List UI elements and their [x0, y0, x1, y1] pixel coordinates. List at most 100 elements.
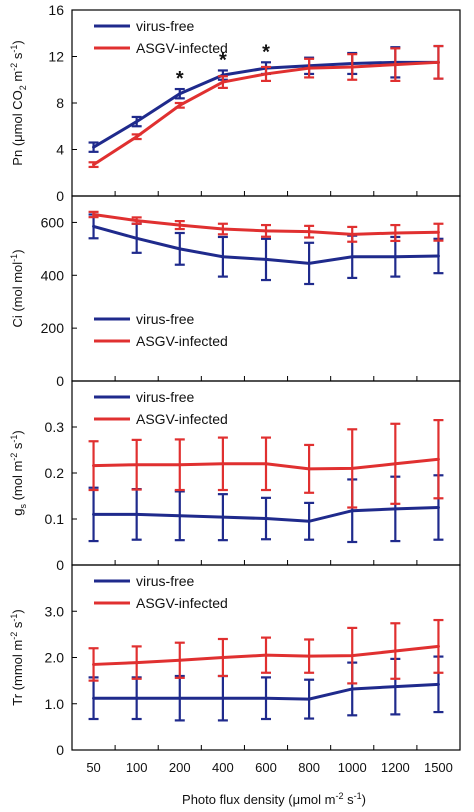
data-point — [436, 230, 440, 234]
y-label-sub: s — [18, 504, 28, 509]
y-label-sup: -1 — [9, 435, 19, 443]
y-tick-label: 0.1 — [45, 511, 65, 527]
data-point — [135, 696, 139, 700]
legend-label: ASGV-infected — [136, 40, 228, 56]
legend-entry: ASGV-infected — [94, 40, 228, 56]
data-point — [307, 230, 311, 234]
data-point — [307, 66, 311, 70]
data-point — [221, 227, 225, 231]
data-point — [178, 92, 182, 96]
data-point — [135, 219, 139, 223]
x-tick-label: 800 — [298, 760, 320, 775]
data-point — [221, 462, 225, 466]
y-tick-label: 8 — [56, 95, 64, 111]
data-point — [393, 507, 397, 511]
y-axis-label: Tr (mmol m-2 s-1) — [9, 609, 25, 705]
legend-label: virus-free — [136, 311, 195, 327]
series-virus-free — [88, 655, 444, 722]
significance-mark: * — [176, 68, 184, 90]
x-label-sup: -1 — [354, 791, 362, 801]
x-tick-label: 1000 — [338, 760, 367, 775]
y-tick-label: 0 — [56, 557, 64, 573]
y-tick-label: 2.0 — [45, 650, 65, 666]
data-point — [264, 72, 268, 76]
data-point — [393, 649, 397, 653]
legend-entry: virus-free — [94, 573, 195, 589]
y-axis-label: Ci (mol mol-1) — [9, 249, 25, 327]
y-tick-label: 16 — [48, 2, 64, 18]
data-point — [178, 247, 182, 251]
panel-3: 00.10.20.3gs (mol m-2 s-1)virus-freeASGV… — [9, 380, 461, 573]
y-label-sub: 2 — [18, 85, 28, 90]
data-point — [135, 661, 139, 665]
y-tick-label: 600 — [41, 214, 65, 230]
legend-entry: virus-free — [94, 18, 195, 34]
data-point — [135, 512, 139, 516]
data-point — [436, 60, 440, 64]
data-point — [350, 466, 354, 470]
y-tick-label: 400 — [41, 267, 65, 283]
data-point — [178, 463, 182, 467]
y-axis-label: Pn (μmol CO2 m-2 s-1) — [9, 40, 28, 165]
plot-frame — [71, 9, 461, 197]
y-label-end: ) — [10, 430, 25, 434]
legend-label: virus-free — [136, 573, 195, 589]
data-point — [221, 515, 225, 519]
y-label-main: Tr (mmol m — [10, 640, 25, 706]
data-point — [350, 509, 354, 513]
y-tick-label: 1.0 — [45, 696, 65, 712]
legend-entry: virus-free — [94, 389, 195, 405]
y-label-mid: s — [10, 442, 25, 453]
y-tick-label: 0.2 — [45, 465, 65, 481]
data-point — [135, 120, 139, 124]
y-label-main: g — [10, 509, 25, 516]
data-point — [307, 261, 311, 265]
y-label-end: ) — [10, 249, 25, 253]
legend-label: ASGV-infected — [136, 411, 228, 427]
data-point — [436, 644, 440, 648]
data-point — [436, 682, 440, 686]
x-label-sup: -2 — [335, 791, 343, 801]
y-label-sup: -2 — [9, 63, 19, 71]
series-asgv-infected — [88, 210, 444, 243]
y-label-sup: -1 — [9, 254, 19, 262]
y-label-mid: s — [10, 621, 25, 632]
y-label-end: ) — [10, 609, 25, 613]
data-point — [178, 514, 182, 518]
series-virus-free — [88, 474, 444, 544]
data-point — [92, 224, 96, 228]
data-point — [393, 255, 397, 259]
legend-label: virus-free — [136, 18, 195, 34]
y-tick-label: 0 — [56, 742, 64, 758]
data-point — [350, 65, 354, 69]
data-point — [393, 685, 397, 689]
data-point — [393, 231, 397, 235]
significance-mark: * — [219, 49, 227, 71]
data-point — [92, 662, 96, 666]
data-point — [264, 257, 268, 261]
x-tick-label: 400 — [212, 760, 234, 775]
y-tick-label: 4 — [56, 142, 64, 158]
y-label-mid: m — [10, 71, 25, 85]
data-point — [92, 696, 96, 700]
x-label-mid: s — [343, 792, 354, 807]
legend-entry: virus-free — [94, 311, 195, 327]
y-tick-label: 0 — [56, 373, 64, 389]
panel-4: 0 1.0 2.0 3.0 50 100 200 400 600 800 1000 1200 1500 T… — [9, 564, 461, 775]
data-point — [264, 229, 268, 233]
data-point — [92, 145, 96, 149]
x-axis-label: Photo flux density (μmol m-2 s-1) — [182, 791, 366, 807]
y-tick-label: 0 — [56, 188, 64, 204]
x-label-end: ) — [362, 792, 366, 807]
data-point — [350, 687, 354, 691]
y-label-sup: -2 — [9, 632, 19, 640]
x-tick-label: 1500 — [424, 760, 453, 775]
data-point — [307, 654, 311, 658]
data-point — [264, 517, 268, 521]
legend-label: virus-free — [136, 389, 195, 405]
y-label-mid: (mol m — [10, 461, 25, 504]
data-point — [178, 103, 182, 107]
series-asgv-infected — [88, 419, 444, 509]
data-point — [178, 658, 182, 662]
data-point — [264, 696, 268, 700]
